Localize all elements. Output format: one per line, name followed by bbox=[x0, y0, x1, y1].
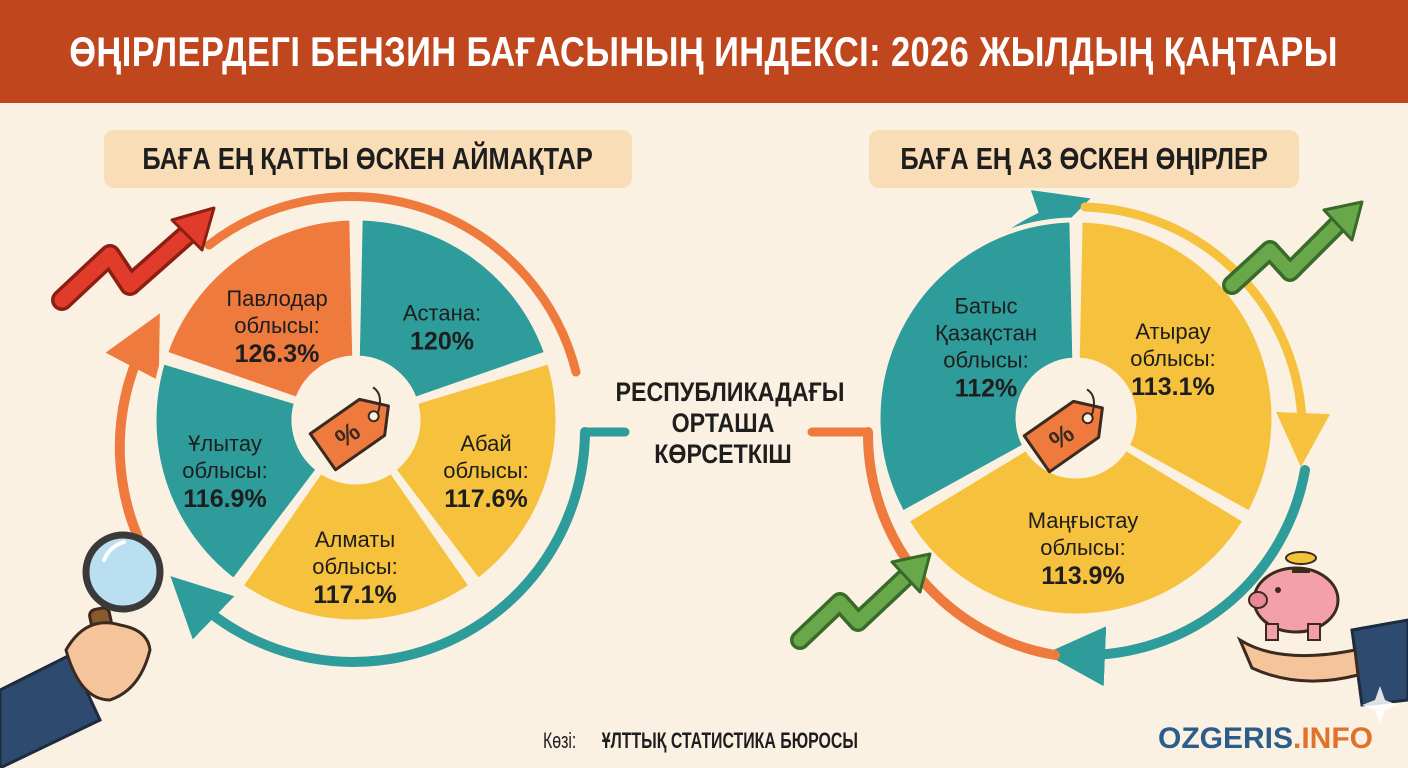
left-pie-chart: Павлодароблысы:126.3%Астана:120%Абайоблы… bbox=[151, 215, 561, 625]
slice-value: 126.3% bbox=[235, 340, 320, 368]
center-label-line2: ОРТАША bbox=[671, 408, 775, 438]
left-heading: БАҒА ЕҢ ҚАТТЫ ӨСКЕН АЙМАҚТАР bbox=[104, 130, 632, 188]
slice-value: 120% bbox=[410, 328, 474, 356]
right-heading-text: БАҒА ЕҢ АЗ ӨСКЕН ӨҢІРЛЕР bbox=[900, 141, 1268, 176]
price-tag-icon: % bbox=[308, 386, 390, 472]
slice-value: 117.6% bbox=[444, 485, 527, 513]
piggy-bank-icon bbox=[1236, 551, 1408, 707]
slice-label: Ұлытау bbox=[188, 431, 262, 456]
pie-slice bbox=[875, 217, 1078, 517]
price-tag-icon: % bbox=[1022, 388, 1104, 474]
slice-label: облысы: bbox=[312, 554, 397, 579]
slice-label: Астана: bbox=[403, 301, 481, 326]
left-heading-text: БАҒА ЕҢ ҚАТТЫ ӨСКЕН АЙМАҚТАР bbox=[142, 141, 594, 176]
right-pie-chart: БатысҚазақстаноблысы:112%Атырауоблысы:11… bbox=[875, 217, 1277, 619]
brand-logo[interactable]: OZGERIS.INFO bbox=[1158, 722, 1373, 756]
slice-label: Павлодар bbox=[226, 286, 327, 311]
pie-slice bbox=[1074, 217, 1277, 517]
slice-label: Қазақстан bbox=[935, 321, 1037, 346]
sparkle-icon bbox=[1362, 686, 1398, 724]
green-trend-up-icon bbox=[790, 552, 932, 650]
slice-value: 113.1% bbox=[1131, 373, 1214, 401]
center-label-line1: РЕСПУБЛИКАДАҒЫ bbox=[615, 377, 845, 407]
slice-value: 112% bbox=[955, 375, 1018, 403]
right-heading: БАҒА ЕҢ АЗ ӨСКЕН ӨҢІРЛЕР bbox=[869, 130, 1299, 188]
slice-label: облысы: bbox=[1040, 535, 1125, 560]
source-credit: Көзі: ҰЛТТЫҚ СТАТИСТИКА БЮРОСЫ bbox=[430, 728, 990, 754]
slice-label: Атырау bbox=[1135, 319, 1210, 344]
magnifying-glass-icon bbox=[0, 531, 164, 768]
center-label-line3: КӨРСЕТКІШ bbox=[654, 439, 792, 469]
brand-name: OZGERIS bbox=[1158, 722, 1294, 755]
source-name: ҰЛТТЫҚ СТАТИСТИКА БЮРОСЫ bbox=[601, 728, 858, 753]
slice-label: облысы: bbox=[234, 313, 319, 338]
slice-label: Абай bbox=[460, 431, 511, 456]
page-title: ӨҢІРЛЕРДЕГІ БЕНЗИН БАҒАСЫНЫҢ ИНДЕКСІ: 20… bbox=[69, 27, 1339, 75]
slice-label: Алматы bbox=[315, 527, 395, 552]
slice-label: Маңғыстау bbox=[1028, 508, 1139, 533]
brand-domain: .INFO bbox=[1293, 722, 1374, 755]
green-trend-up-icon bbox=[1222, 200, 1364, 295]
slice-value: 117.1% bbox=[313, 581, 396, 609]
slice-label: Батыс bbox=[954, 294, 1017, 319]
red-trend-up-icon bbox=[51, 206, 216, 311]
national-average-label: РЕСПУБЛИКАДАҒЫ ОРТАША КӨРСЕТКІШ bbox=[598, 377, 848, 470]
title-banner: ӨҢІРЛЕРДЕГІ БЕНЗИН БАҒАСЫНЫҢ ИНДЕКСІ: 20… bbox=[0, 0, 1408, 103]
slice-label: облысы: bbox=[443, 458, 528, 483]
slice-value: 113.9% bbox=[1041, 562, 1124, 590]
source-prefix: Көзі: bbox=[542, 728, 576, 753]
slice-label: облысы: bbox=[1130, 346, 1215, 371]
slice-value: 116.9% bbox=[183, 485, 266, 513]
slice-label: облысы: bbox=[182, 458, 267, 483]
slice-label: облысы: bbox=[943, 348, 1028, 373]
